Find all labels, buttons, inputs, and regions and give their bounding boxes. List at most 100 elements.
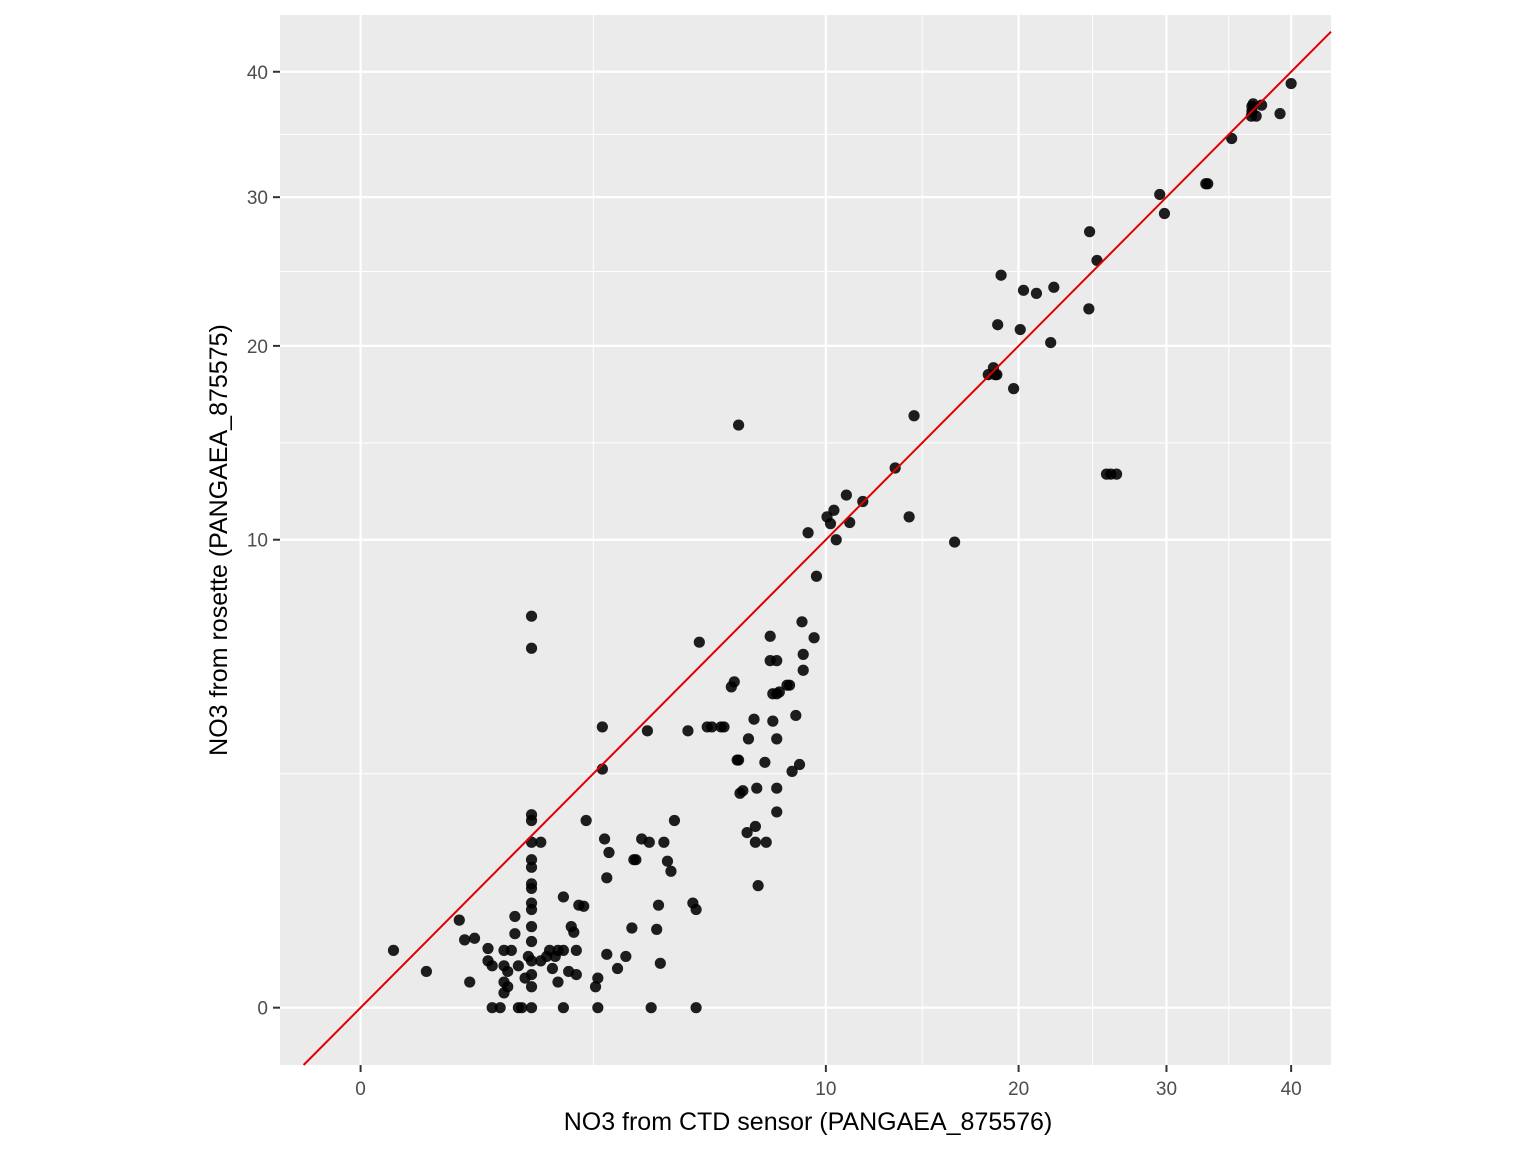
data-point (737, 785, 749, 797)
data-point (790, 709, 802, 722)
data-point (641, 725, 654, 737)
x-tick-label: 10 (815, 1079, 836, 1100)
data-point (570, 944, 582, 956)
data-point (1045, 336, 1057, 349)
data-point (797, 664, 809, 676)
data-point (771, 806, 783, 818)
data-point (509, 910, 521, 923)
data-point (749, 836, 761, 848)
x-tick-label: 40 (1281, 1079, 1302, 1100)
data-point (771, 782, 783, 794)
data-point (1084, 226, 1096, 238)
data-point (1154, 188, 1166, 201)
data-point (682, 725, 694, 737)
data-point (601, 948, 613, 960)
data-point (525, 610, 538, 622)
data-point (643, 836, 655, 848)
data-point (796, 616, 808, 628)
data-point (502, 965, 514, 978)
data-point (592, 1002, 604, 1014)
identity-reference-line (302, 30, 1332, 1066)
data-point (578, 900, 590, 912)
data-point (949, 536, 961, 548)
data-point (797, 648, 809, 660)
data-point (482, 942, 494, 955)
data-point (387, 944, 400, 956)
data-point (1255, 99, 1268, 111)
y-tick-label: 40 (247, 63, 268, 84)
data-point (1083, 303, 1095, 315)
data-point (525, 1002, 538, 1014)
data-point (752, 880, 764, 892)
data-point (535, 836, 547, 848)
data-point (749, 820, 761, 833)
data-point (654, 957, 666, 969)
data-point (592, 972, 604, 984)
data-point (908, 410, 920, 422)
data-point (668, 814, 681, 827)
y-tick-label: 30 (247, 188, 268, 209)
data-point (525, 809, 538, 821)
data-point (706, 721, 718, 733)
data-point (767, 715, 779, 727)
data-point (1008, 383, 1020, 395)
data-point (525, 878, 538, 890)
data-point (486, 1002, 498, 1014)
x-tick-label: 20 (1008, 1079, 1029, 1100)
data-point (1158, 207, 1171, 220)
data-point (1030, 287, 1043, 299)
data-point (748, 713, 760, 725)
data-point (1274, 108, 1286, 120)
data-point (728, 676, 740, 688)
data-point (525, 935, 538, 948)
data-point (525, 897, 538, 909)
data-point (651, 923, 663, 935)
data-point (568, 926, 580, 938)
data-point (486, 960, 498, 972)
data-point (771, 655, 783, 667)
y-tick-label: 20 (247, 337, 268, 358)
x-tick-label: 0 (355, 1079, 366, 1100)
data-point (741, 826, 753, 839)
data-point (693, 636, 705, 648)
data-point (824, 518, 837, 530)
data-point (557, 891, 569, 903)
y-axis-ticks: 0 10 20 30 40 (247, 63, 280, 1020)
data-point (690, 903, 702, 916)
data-point (580, 814, 592, 827)
data-point (661, 855, 674, 867)
x-axis-ticks: 0 10 20 30 40 (355, 1065, 1302, 1100)
data-point (995, 269, 1007, 281)
data-point (570, 968, 582, 981)
data-point (732, 419, 745, 431)
data-point (552, 976, 564, 988)
data-point (502, 981, 514, 993)
y-tick-label: 0 (257, 999, 268, 1020)
data-point (828, 504, 840, 516)
data-point (525, 921, 538, 933)
data-point (557, 944, 569, 956)
data-point (751, 782, 763, 794)
data-point (505, 944, 517, 956)
data-point (658, 836, 670, 848)
data-point (830, 534, 842, 546)
data-point (808, 632, 820, 644)
data-points (387, 77, 1297, 1014)
data-point (793, 758, 806, 771)
data-point (620, 950, 632, 963)
data-point (1048, 281, 1060, 293)
data-point (1285, 77, 1297, 90)
data-point (786, 765, 798, 777)
data-point (468, 932, 481, 944)
data-point (903, 511, 915, 523)
data-point (1202, 178, 1214, 190)
data-point (1110, 468, 1123, 480)
data-point (464, 976, 476, 988)
x-axis-title: NO3 from CTD sensor (PANGAEA_875576) (564, 1108, 1053, 1136)
data-point (810, 570, 823, 582)
data-point (509, 928, 521, 940)
data-point (1014, 323, 1026, 336)
data-point (459, 934, 471, 946)
data-point (665, 865, 677, 877)
data-point (992, 319, 1004, 331)
